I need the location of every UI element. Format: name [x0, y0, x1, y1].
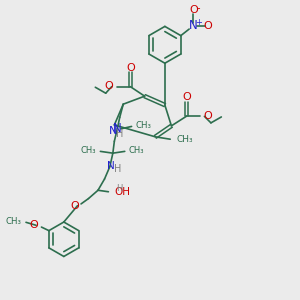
Text: O: O	[104, 81, 113, 91]
Text: CH₃: CH₃	[177, 135, 194, 144]
Text: N: N	[189, 19, 198, 32]
Text: -: -	[197, 3, 200, 13]
Text: CH₃: CH₃	[136, 121, 152, 130]
Text: O: O	[203, 111, 212, 121]
Text: H: H	[116, 184, 122, 193]
Text: N: N	[109, 126, 117, 136]
Text: N: N	[107, 161, 115, 171]
Text: CH₃: CH₃	[129, 146, 144, 155]
Text: O: O	[182, 92, 190, 102]
Text: N: N	[113, 122, 122, 135]
Text: O: O	[189, 5, 198, 15]
Text: OH: OH	[114, 187, 130, 197]
Text: CH₃: CH₃	[6, 217, 22, 226]
Text: H: H	[116, 129, 123, 139]
Text: CH₃: CH₃	[81, 146, 96, 155]
Text: O: O	[70, 201, 79, 211]
Text: O: O	[126, 63, 135, 73]
Text: H: H	[114, 164, 121, 175]
Text: O: O	[29, 220, 38, 230]
Text: O: O	[204, 20, 212, 31]
Text: +: +	[196, 18, 202, 27]
